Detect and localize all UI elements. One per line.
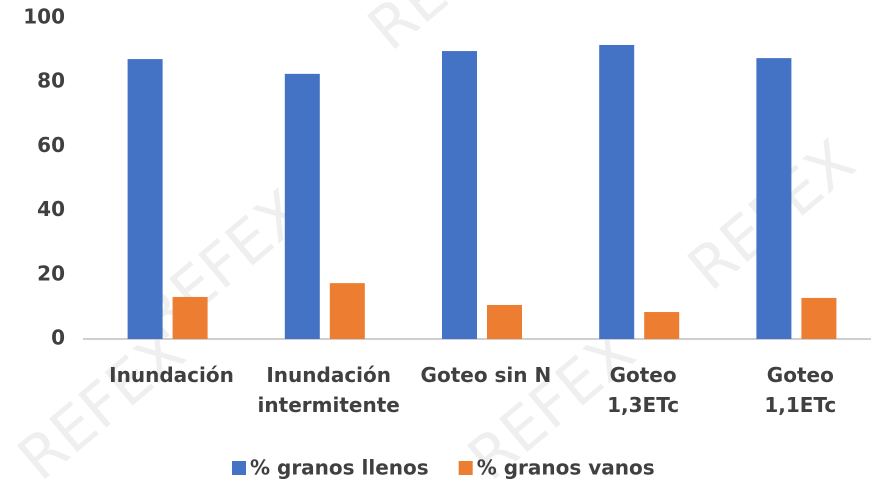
- legend-label: % granos vanos: [477, 456, 655, 480]
- bar: [284, 73, 320, 339]
- y-tick-label: 80: [37, 69, 65, 93]
- watermark: REFEX: [5, 316, 198, 489]
- y-tick-label: 0: [51, 326, 65, 350]
- bar: [329, 283, 365, 339]
- bar: [644, 312, 680, 339]
- bar: [127, 59, 163, 339]
- y-tick-label: 40: [37, 197, 65, 221]
- bar: [756, 58, 792, 339]
- bar: [801, 297, 837, 339]
- legend-swatch: [232, 461, 246, 475]
- y-tick-label: 60: [37, 133, 65, 157]
- legend-swatch: [458, 461, 473, 475]
- x-tick-label: Inundación intermitente: [257, 363, 400, 417]
- x-tick-label: Goteo sin N: [420, 363, 552, 387]
- bar: [442, 51, 477, 340]
- bar: [487, 304, 522, 339]
- bar: [599, 44, 635, 340]
- y-tick-label: 20: [37, 261, 65, 285]
- legend-label: % granos llenos: [250, 456, 429, 480]
- x-tick-label: Goteo 1,3ETc: [607, 363, 680, 417]
- y-tick-label: 100: [23, 5, 65, 29]
- bar: [172, 296, 208, 339]
- x-tick-label: Inundación: [109, 363, 234, 387]
- x-tick-label: Goteo 1,1ETc: [764, 363, 837, 417]
